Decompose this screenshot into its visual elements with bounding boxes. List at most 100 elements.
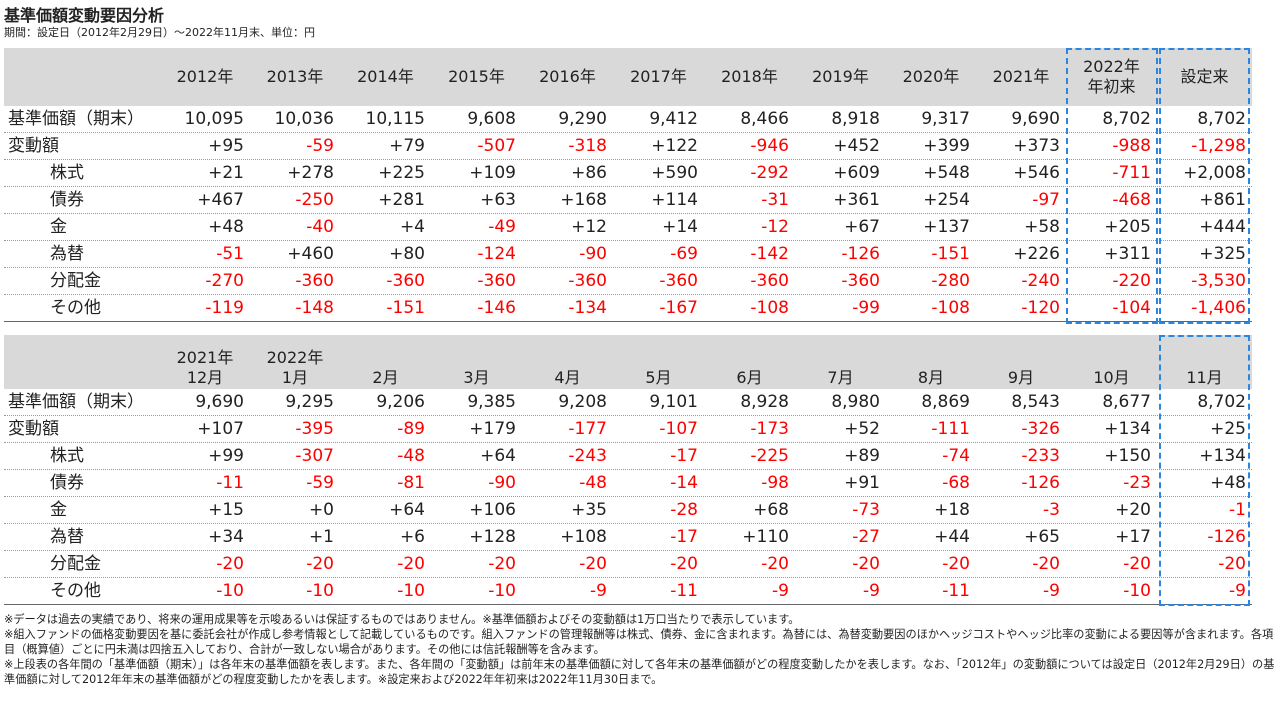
- column-header: 9月: [976, 335, 1066, 389]
- table-cell: +0: [308, 500, 334, 520]
- table-cell: -23: [1123, 473, 1151, 493]
- table-row: 基準価額（期末） 10,095 10,036 10,115 9,608 9,290 9,41…: [4, 106, 1252, 133]
- row-label: 金: [50, 500, 67, 520]
- column-header: 2020年: [886, 48, 976, 106]
- table-cell: 8,869: [921, 392, 970, 412]
- table-cell: -108: [931, 298, 970, 318]
- table-cell: +168: [560, 190, 607, 210]
- table-cell: -119: [205, 298, 244, 318]
- table-cell: -20: [306, 554, 334, 574]
- table-cell: 8,543: [1011, 392, 1060, 412]
- table-cell: +281: [378, 190, 425, 210]
- table-row: 金 +48 -40 +4 -49 +12 +14 -12 +67 +137 +58 +205 +444: [4, 214, 1252, 241]
- table-cell: +86: [571, 163, 607, 183]
- footnotes: ※データは過去の実績であり、将来の運用成果等を示唆あるいは保証するものではありま…: [4, 612, 1276, 687]
- table-cell: -126: [1207, 527, 1246, 547]
- monthly-table-header: 2021年 12月 2022年 1月 2月 3月 4月 5月 6月 7月 8月 9月 10月 11月: [4, 335, 1252, 389]
- table-cell: +108: [560, 527, 607, 547]
- table-cell: +35: [571, 500, 607, 520]
- row-label: 株式: [50, 163, 84, 183]
- table-cell: -151: [386, 298, 425, 318]
- table-cell: -3,530: [1191, 271, 1246, 291]
- table-cell: 8,918: [831, 109, 880, 129]
- table-cell: 9,690: [1011, 109, 1060, 129]
- table-cell: +226: [1013, 244, 1060, 264]
- table-cell: -48: [579, 473, 607, 493]
- table-row: 株式 +21 +278 +225 +109 +86 +590 -292 +609 +548 +546…: [4, 160, 1252, 187]
- table-cell: -360: [295, 271, 334, 291]
- row-label: 変動額: [8, 419, 59, 439]
- column-header-line: 3月: [463, 368, 490, 387]
- table-row: 基準価額（期末） 9,690 9,295 9,206 9,385 9,208 9,101 8,…: [4, 389, 1252, 416]
- table-row: 変動額 +107 -395 -89 +179 -177 -107 -173 +52 -111 -32…: [4, 416, 1252, 443]
- table-cell: +48: [1210, 473, 1246, 493]
- column-header-line: 8月: [917, 368, 945, 387]
- table-cell: -250: [295, 190, 334, 210]
- table-cell: +110: [742, 527, 789, 547]
- column-header-line: 2021年: [176, 348, 234, 367]
- table-row: 債券 -11 -59 -81 -90 -48 -14 -98 +91 -68 -126 -23 +48: [4, 470, 1252, 497]
- table-cell: 9,290: [558, 109, 607, 129]
- table-cell: -98: [761, 473, 789, 493]
- column-header-line: 4月: [554, 368, 581, 387]
- table-cell: +278: [287, 163, 334, 183]
- table-cell: -28: [670, 500, 698, 520]
- column-header-line: 2013年: [266, 67, 324, 86]
- table-cell: +91: [844, 473, 880, 493]
- table-cell: -27: [852, 527, 880, 547]
- table-cell: +467: [197, 190, 244, 210]
- table-cell: -134: [568, 298, 607, 318]
- table-cell: +34: [208, 527, 244, 547]
- table-row: 為替 -51 +460 +80 -124 -90 -69 -142 -126 -151 +226 +3…: [4, 241, 1252, 268]
- table-cell: -108: [750, 298, 789, 318]
- table-cell: +179: [469, 419, 516, 439]
- table-cell: -81: [397, 473, 425, 493]
- table-cell: +25: [1210, 419, 1246, 439]
- table-cell: 8,980: [831, 392, 880, 412]
- column-header-line: 2022年: [1083, 57, 1140, 76]
- table-cell: +460: [287, 244, 334, 264]
- table-cell: 9,317: [921, 109, 970, 129]
- table-cell: -10: [216, 581, 244, 601]
- table-cell: -360: [659, 271, 698, 291]
- table-cell: -10: [397, 581, 425, 601]
- table-cell: 9,295: [285, 392, 334, 412]
- table-cell: -395: [295, 419, 334, 439]
- column-header: 10月: [1066, 335, 1157, 389]
- table-cell: -68: [942, 473, 970, 493]
- table-cell: 8,466: [740, 109, 789, 129]
- table-cell: +58: [1024, 217, 1060, 237]
- column-header-line: 2月: [372, 368, 399, 387]
- table-cell: -12: [761, 217, 789, 237]
- table-row: 変動額 +95 -59 +79 -507 -318 +122 -946 +452 +399 +373…: [4, 133, 1252, 160]
- table-cell: -10: [1123, 581, 1151, 601]
- column-header-line: 5月: [645, 368, 672, 387]
- annual-table-body: 基準価額（期末） 10,095 10,036 10,115 9,608 9,290 9,41…: [4, 106, 1252, 322]
- table-cell: +65: [1024, 527, 1060, 547]
- table-cell: -946: [750, 136, 789, 156]
- table-cell: -20: [1123, 554, 1151, 574]
- table-cell: +225: [378, 163, 425, 183]
- table-cell: -177: [568, 419, 607, 439]
- table-cell: -120: [1021, 298, 1060, 318]
- row-label: 株式: [50, 446, 84, 466]
- row-label: その他: [50, 298, 101, 318]
- table-cell: -1,298: [1191, 136, 1246, 156]
- footnote: ※組入ファンドの価格変動要因を基に委託会社が作成し参考情報として記載しているもの…: [4, 628, 1274, 656]
- column-header: 5月: [613, 335, 704, 389]
- monthly-table-body: 基準価額（期末） 9,690 9,295 9,206 9,385 9,208 9,101 8,…: [4, 389, 1252, 605]
- column-header: 4月: [522, 335, 613, 389]
- table-cell: +590: [651, 163, 698, 183]
- column-header-line: 年初来: [1087, 77, 1136, 96]
- table-cell: +21: [208, 163, 244, 183]
- table-cell: -280: [931, 271, 970, 291]
- table-cell: -3: [1043, 500, 1060, 520]
- column-header-line: 2016年: [539, 67, 596, 86]
- row-label: 為替: [50, 527, 84, 547]
- table-cell: +546: [1013, 163, 1060, 183]
- table-cell: -97: [1032, 190, 1060, 210]
- table-row: 株式 +99 -307 -48 +64 -243 -17 -225 +89 -74 -233 +150…: [4, 443, 1252, 470]
- column-header: 11月: [1157, 335, 1252, 389]
- table-cell: -104: [1112, 298, 1151, 318]
- table-cell: -468: [1112, 190, 1151, 210]
